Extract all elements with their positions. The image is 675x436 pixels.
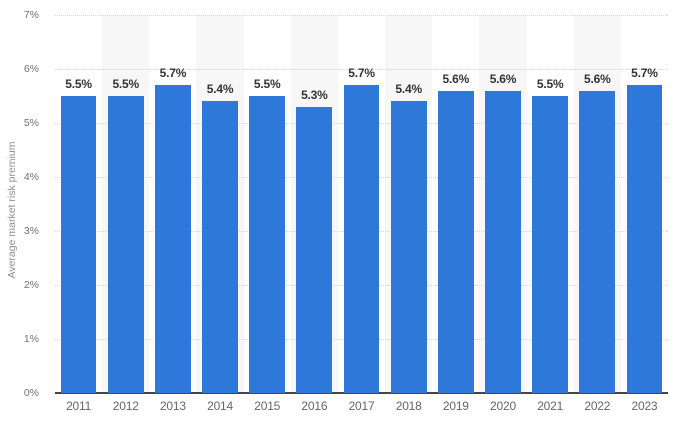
bar[interactable] [296,106,333,393]
x-tick-label: 2014 [207,399,233,413]
bar[interactable] [202,101,238,393]
x-tick-label: 2018 [395,399,422,413]
bar-column: 5.7% [621,15,668,393]
bar-column: 5.5% [102,15,149,393]
bar[interactable] [579,90,616,393]
bar-value-label: 5.5% [65,77,92,91]
bar[interactable] [532,96,569,393]
bar-column: 5.7% [149,15,196,393]
bar-column: 5.5% [527,15,574,393]
x-tick-label: 2015 [254,399,281,413]
x-tick-label: 2017 [348,399,375,413]
x-tick-label: 2012 [112,399,139,413]
bar[interactable] [60,96,97,393]
x-tick-label: 2013 [159,399,186,413]
bar[interactable] [343,85,380,393]
bar-value-label: 5.6% [489,71,517,86]
bar-value-label: 5.7% [348,66,375,81]
bar[interactable] [437,90,474,393]
y-tick-label: 5% [23,117,39,129]
bar-value-label: 5.4% [206,82,234,97]
bar[interactable] [249,96,286,393]
gridline [55,15,668,16]
plot-area: 5.5% 5.5% 5.7% 5.4% 5.5% 5.3% 5.7% 5.4% 5.6% 5.6%… [55,15,668,394]
bar-value-label: 5.4% [395,82,422,97]
bar-value-label: 5.7% [631,66,658,81]
bar-column: 5.7% [338,15,385,393]
bar-column: 5.6% [479,15,526,393]
bar-column: 5.6% [432,15,479,393]
gridline [55,69,668,70]
bar[interactable] [107,96,144,393]
bar-columns-layer: 5.5% 5.5% 5.7% 5.4% 5.5% 5.3% 5.7% 5.4% 5.6% 5.6%… [55,15,668,393]
bar-column: 5.4% [385,15,432,393]
y-tick-label: 3% [23,225,39,237]
x-tick-label: 2011 [66,399,92,413]
x-axis-ticks: 2011 2012 2013 2014 2015 2016 2017 2018 2019 2020… [55,399,668,413]
bar-column: 5.5% [55,15,102,393]
y-axis-ticks: 0% 1% 2% 3% 4% 5% 6% 7% [0,0,47,436]
bar-column: 5.3% [291,15,338,393]
x-tick-label: 2023 [631,399,658,413]
y-tick-label: 2% [23,279,39,291]
bar-value-label: 5.6% [442,71,470,86]
y-tick-label: 1% [23,333,39,345]
x-tick-label: 2020 [490,399,516,413]
y-tick-label: 4% [23,171,39,183]
x-tick-label: 2022 [584,399,611,413]
x-tick-label: 2019 [442,399,469,413]
bar-value-label: 5.5% [536,77,564,91]
bar[interactable] [390,101,427,393]
bar-value-label: 5.5% [253,77,281,91]
bar-column: 5.5% [244,15,291,393]
x-tick-label: 2016 [301,399,328,413]
y-tick-label: 7% [23,9,39,21]
bar[interactable] [154,85,191,393]
y-tick-label: 6% [23,63,39,75]
bar[interactable] [485,90,521,393]
y-tick-label: 0% [23,387,39,399]
bar-value-label: 5.3% [301,87,328,102]
bar-value-label: 5.6% [584,71,611,86]
x-axis-line [55,392,668,394]
bar-value-label: 5.5% [112,77,140,91]
bar-column: 5.4% [196,15,243,393]
bar[interactable] [626,85,663,393]
bar-column: 5.6% [574,15,621,393]
x-tick-label: 2021 [537,399,564,413]
bar-value-label: 5.7% [159,66,187,81]
